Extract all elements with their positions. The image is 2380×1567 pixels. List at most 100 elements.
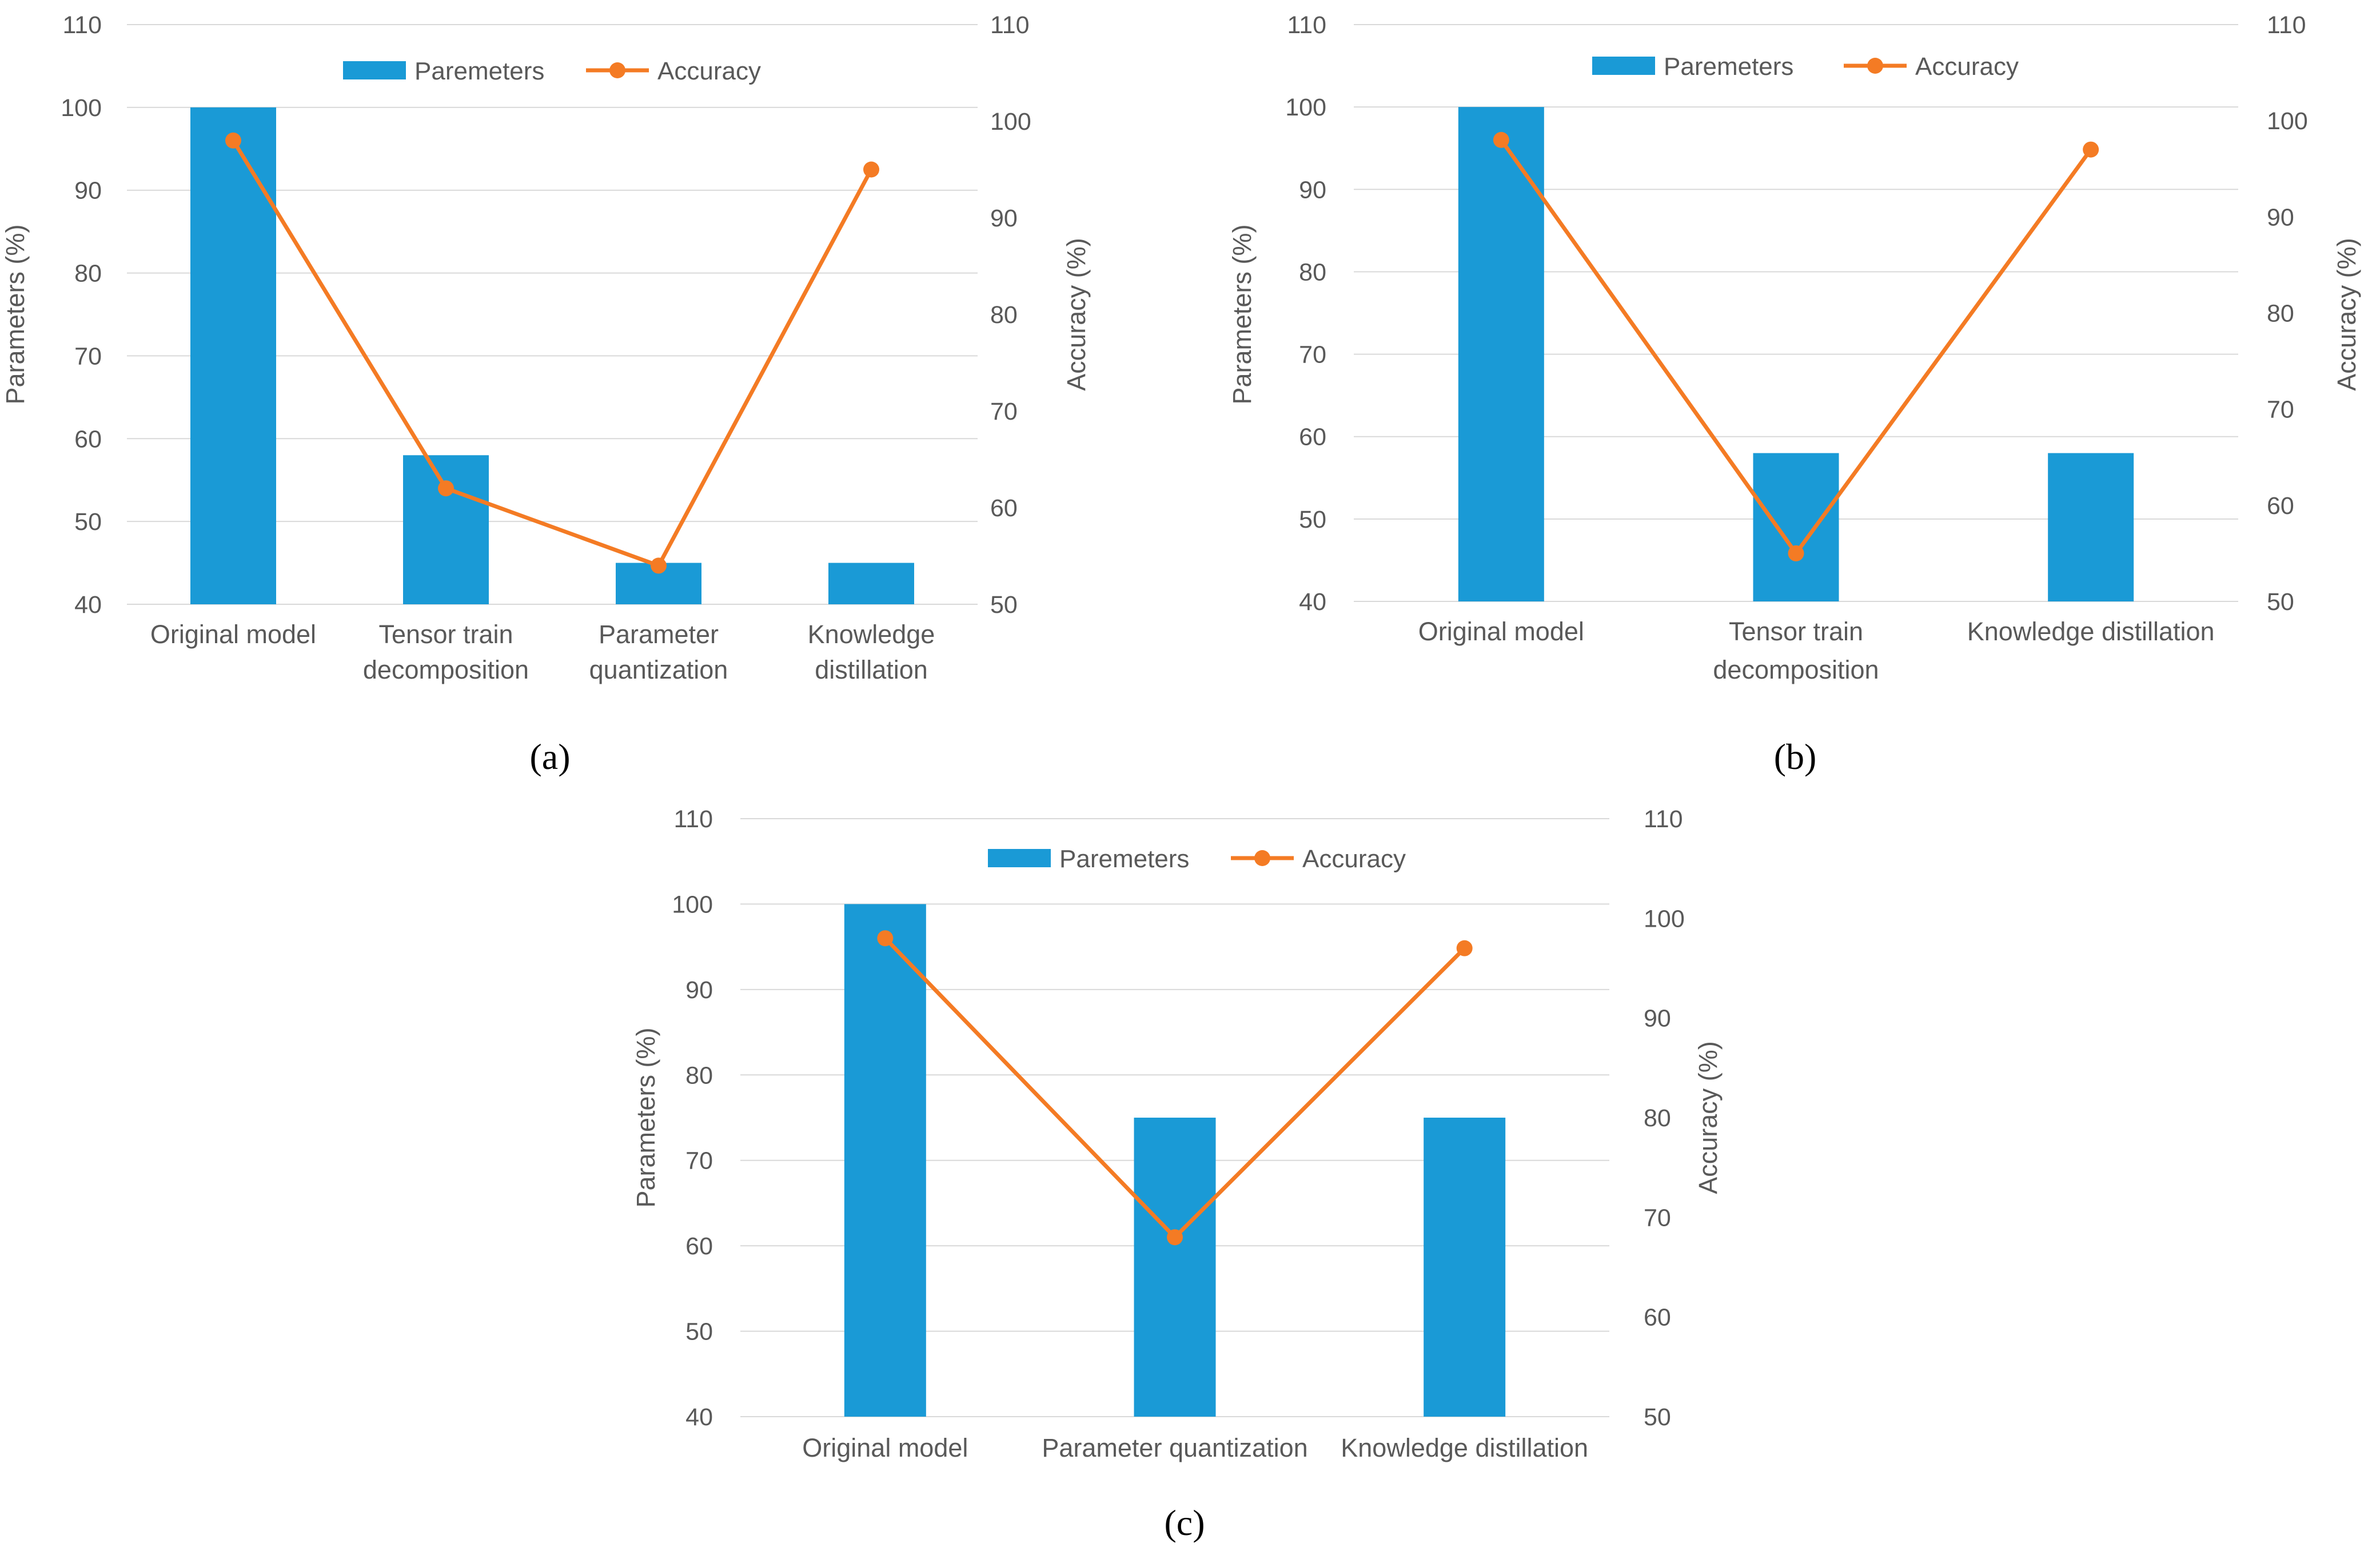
x-category-label: Tensor train decomposition <box>363 620 529 684</box>
panel-label: (c) <box>1164 1502 1205 1543</box>
y-tick-left: 90 <box>1299 176 1326 204</box>
legend-label-line: Accuracy <box>1302 845 1406 873</box>
y-tick-right: 100 <box>990 108 1031 135</box>
point-accuracy <box>1167 1229 1183 1246</box>
y-tick-left: 90 <box>685 976 713 1004</box>
y-tick-left: 50 <box>74 508 102 536</box>
x-category-label: Tensor train decomposition <box>1713 617 1879 684</box>
y-tick-left: 90 <box>74 177 102 205</box>
x-category-label-line: Knowledge distillation <box>1341 1433 1588 1462</box>
x-category-label-line: Tensor train <box>378 620 513 649</box>
x-category-label: Parameter quantization <box>589 620 728 684</box>
legend-label-bar: Paremeters <box>1664 53 1793 81</box>
point-accuracy <box>438 480 454 497</box>
y-tick-right: 90 <box>1644 1005 1671 1032</box>
bar-parameters <box>403 455 489 604</box>
x-category-label: Knowledge distillation <box>1967 617 2215 646</box>
y-tick-right: 60 <box>1644 1304 1671 1331</box>
y-tick-right: 70 <box>2267 396 2294 424</box>
y-axis-title-right: Accuracy (%) <box>1062 238 1091 391</box>
y-tick-right: 60 <box>2267 492 2294 520</box>
point-accuracy <box>651 557 667 574</box>
y-tick-left: 40 <box>74 591 102 619</box>
x-category-label-line: Parameter quantization <box>1042 1433 1307 1462</box>
y-tick-right: 50 <box>2267 588 2294 616</box>
y-tick-left: 110 <box>673 806 713 833</box>
legend-swatch-bar <box>343 61 406 79</box>
y-tick-left: 40 <box>1299 588 1326 616</box>
y-tick-left: 100 <box>672 891 713 918</box>
point-accuracy <box>877 930 894 947</box>
y-tick-left: 70 <box>685 1147 713 1175</box>
bar-parameters <box>1424 1118 1506 1417</box>
y-tick-right: 80 <box>990 301 1018 329</box>
y-tick-left: 50 <box>685 1318 713 1346</box>
y-axis-title-left: Parameters (%) <box>631 1027 660 1207</box>
bar-parameters <box>1753 453 1839 601</box>
chart-panel-a: 40 50 60 70 80 90 100 110 50 60 70 80 90 100 110 Parame… <box>1 11 1091 777</box>
x-category-label: Original model <box>150 620 316 649</box>
bar-parameters <box>828 563 914 604</box>
x-category-label-line: quantization <box>589 655 728 684</box>
x-category-label: Knowledge distillation <box>808 620 935 684</box>
y-tick-right: 70 <box>1644 1204 1671 1231</box>
bar-parameters <box>1134 1118 1216 1417</box>
legend-swatch-marker <box>1867 58 1883 74</box>
point-accuracy <box>225 132 241 149</box>
legend-swatch-bar <box>1592 57 1655 75</box>
x-category-label: Parameter quantization <box>1042 1433 1307 1462</box>
y-tick-right: 100 <box>2267 107 2308 135</box>
y-tick-left: 70 <box>1299 341 1326 369</box>
x-category-label-line: Original model <box>802 1433 968 1462</box>
x-category-label: Knowledge distillation <box>1341 1433 1588 1462</box>
point-accuracy <box>863 161 879 178</box>
y-tick-right: 70 <box>990 398 1018 425</box>
bar-parameters <box>1458 107 1544 602</box>
y-tick-right: 80 <box>1644 1105 1671 1132</box>
x-category-label-line: Tensor train <box>1729 617 1863 646</box>
bar-parameters <box>190 107 276 604</box>
bar-parameters <box>844 904 926 1417</box>
legend-label-bar: Paremeters <box>1059 845 1189 873</box>
x-category-label: Original model <box>802 1433 968 1462</box>
chart-panel-c: 40 50 60 70 80 90 100 110 50 60 70 80 90 100 110 Parame… <box>631 806 1723 1543</box>
y-tick-left: 80 <box>685 1062 713 1089</box>
y-tick-left: 40 <box>685 1403 713 1431</box>
x-category-label-line: decomposition <box>1713 655 1879 684</box>
point-accuracy <box>1493 131 1509 148</box>
y-tick-right: 100 <box>1644 905 1685 932</box>
y-tick-right: 90 <box>2267 204 2294 231</box>
x-category-label-line: Original model <box>1418 617 1584 646</box>
legend-swatch-marker <box>609 62 625 78</box>
y-tick-left: 50 <box>1299 506 1326 533</box>
point-accuracy <box>2083 141 2099 158</box>
x-category-label: Original model <box>1418 617 1584 646</box>
legend-swatch-marker <box>1254 850 1270 866</box>
y-axis-title-left: Parameters (%) <box>1227 224 1257 404</box>
y-tick-right: 80 <box>2267 300 2294 328</box>
x-category-label-line: Parameter <box>599 620 719 649</box>
x-category-label-line: Knowledge <box>808 620 935 649</box>
y-tick-left: 100 <box>61 94 102 122</box>
y-tick-left: 110 <box>62 11 102 39</box>
y-tick-left: 80 <box>1299 258 1326 286</box>
y-tick-right: 110 <box>2267 11 2306 39</box>
y-tick-right: 60 <box>990 495 1018 522</box>
legend-swatch-bar <box>988 849 1051 867</box>
legend-label-line: Accuracy <box>657 57 761 85</box>
y-tick-left: 80 <box>74 260 102 288</box>
line-accuracy <box>232 139 874 568</box>
x-category-label-line: decomposition <box>363 655 529 684</box>
panel-label: (a) <box>529 736 570 777</box>
y-tick-right: 50 <box>990 591 1018 619</box>
x-category-label-line: Knowledge distillation <box>1967 617 2215 646</box>
y-tick-right: 110 <box>1644 806 1683 833</box>
x-category-label-line: Original model <box>150 620 316 649</box>
y-axis-title-left: Parameters (%) <box>1 224 30 404</box>
legend-label-bar: Paremeters <box>414 57 544 85</box>
y-tick-right: 50 <box>1644 1403 1671 1431</box>
x-category-label-line: distillation <box>815 655 928 684</box>
bar-parameters <box>2048 453 2134 601</box>
y-tick-left: 60 <box>685 1233 713 1260</box>
